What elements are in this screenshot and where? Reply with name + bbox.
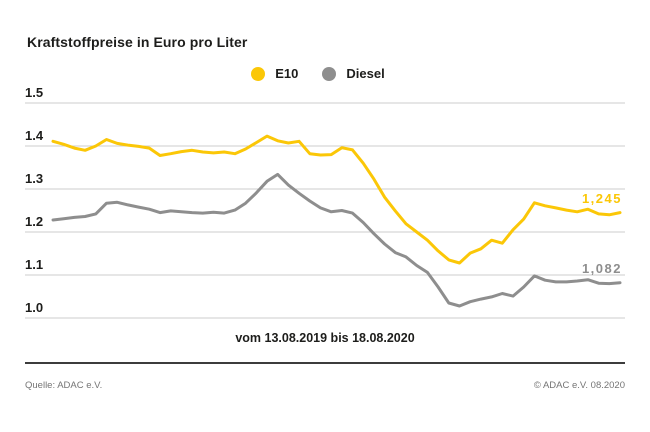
y-tick-label: 1.2 bbox=[25, 214, 44, 229]
diesel-end-value-label: 1,082 bbox=[581, 260, 622, 276]
y-tick-label: 1.1 bbox=[25, 257, 44, 272]
legend-diesel-label: Diesel bbox=[346, 66, 385, 81]
source-text: Quelle: ADAC e.V. bbox=[25, 380, 103, 391]
y-tick-label: 1.4 bbox=[25, 128, 44, 143]
legend-diesel-swatch-icon bbox=[322, 66, 337, 81]
series-line-e10 bbox=[51, 134, 622, 265]
legend-e10-label: E10 bbox=[275, 66, 299, 81]
copyright-text: © ADAC e.V. 08.2020 bbox=[533, 380, 625, 391]
chart-title: Kraftstoffpreise in Euro pro Liter bbox=[27, 34, 248, 50]
footer-divider bbox=[25, 362, 625, 364]
series-line-diesel bbox=[51, 172, 622, 308]
e10-end-value-label: 1,245 bbox=[581, 190, 622, 206]
y-tick-label: 1.3 bbox=[25, 171, 44, 186]
x-axis-caption: vom 13.08.2019 bis 18.08.2020 bbox=[235, 331, 415, 345]
y-tick-label: 1.0 bbox=[25, 300, 44, 315]
legend-e10-swatch-icon bbox=[251, 66, 266, 81]
legend: E10 Diesel bbox=[0, 66, 650, 81]
y-tick-label: 1.5 bbox=[25, 85, 44, 100]
